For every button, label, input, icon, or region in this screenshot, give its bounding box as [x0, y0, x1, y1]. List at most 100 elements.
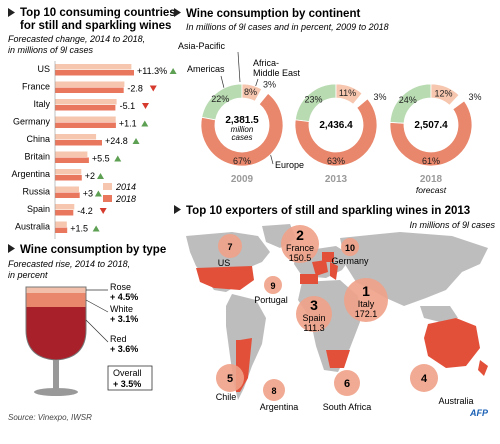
type-value: + 3.6% — [110, 344, 138, 354]
donut-slice-label: 61% — [422, 156, 440, 166]
label-africa-line1: Africa- — [253, 58, 279, 68]
country-label: China — [26, 134, 50, 144]
bar-2018 — [55, 140, 102, 146]
bubble-country: Germany — [331, 256, 369, 266]
bar-2018 — [55, 210, 74, 216]
change-label: -4.2 — [77, 206, 93, 216]
type-title: Wine consumption by type — [20, 244, 166, 256]
leader-line — [220, 75, 225, 89]
donut-year: 2013 — [325, 174, 348, 185]
type-name: Rose — [110, 282, 131, 292]
top10-subtitle-line2: in millions of 9l cases — [8, 45, 94, 55]
legend-label-2018: 2018 — [115, 194, 136, 204]
bar-2014 — [55, 204, 75, 210]
bubble-south-africa — [334, 370, 360, 396]
top10-bar-chart: US +11.3% France -2.8 Italy -5.1 Germany +1.1 Ch… — [11, 61, 177, 239]
country-label: Italy — [33, 99, 50, 109]
france-highlight — [312, 260, 328, 276]
donut-slice-label: 3% — [373, 92, 386, 102]
up-arrow-icon — [92, 225, 100, 232]
top10-title-line2: for still and sparkling wines — [20, 20, 171, 32]
change-label: -5.1 — [120, 101, 136, 111]
glass-base — [34, 388, 78, 396]
bubble-chile — [216, 364, 244, 392]
donut-slice-label: 3% — [468, 92, 481, 102]
bar-2018 — [55, 157, 89, 163]
donut-slice-label: 23% — [304, 95, 322, 105]
afp-logo: AFP — [469, 408, 489, 418]
bubble-australia — [410, 364, 438, 392]
change-label: +5.5 — [92, 154, 110, 164]
donut-slice-label: 24% — [399, 95, 417, 105]
change-label: +1.5 — [70, 224, 88, 234]
bubble-france — [281, 225, 319, 263]
change-label: +3 — [83, 189, 93, 199]
donut-slice-label: 3% — [263, 80, 276, 90]
bubble-country: Italy — [358, 299, 375, 309]
bubble-spain — [296, 296, 332, 332]
country-label: Germany — [13, 117, 51, 127]
bubble-country: Australia — [438, 396, 473, 406]
bubble-rank: 4 — [421, 373, 428, 385]
italy-highlight — [330, 262, 338, 280]
change-label: +24.8 — [105, 136, 128, 146]
indonesia-land — [420, 306, 458, 322]
label-americas: Americas — [187, 64, 225, 74]
overall-label: Overall — [113, 368, 142, 378]
bar-2014 — [55, 99, 117, 105]
bubble-rank: 9 — [270, 281, 275, 291]
glass-stem — [53, 360, 59, 390]
up-arrow-icon — [132, 138, 140, 144]
donut-slice-label: 63% — [327, 156, 345, 166]
continent-title: Wine consumption by continent — [186, 8, 360, 20]
top10-subtitle-line1: Forecasted change, 2014 to 2018, — [8, 34, 145, 44]
type-subtitle-line2: in percent — [8, 270, 48, 280]
up-arrow-icon — [97, 173, 105, 179]
red-layer — [26, 307, 86, 360]
country-label: US — [37, 64, 50, 74]
bar-2014 — [55, 64, 132, 70]
bubble-country: Spain — [302, 313, 325, 323]
section-marker-icon — [8, 8, 15, 17]
bar-2018 — [55, 227, 68, 233]
exporters-section: Top 10 exporters of still and sparkling … — [174, 205, 495, 412]
donut-total: 2,381.5 — [225, 115, 259, 126]
type-name: Red — [110, 334, 127, 344]
donut-total: 2,507.4 — [414, 120, 448, 131]
bar-2014 — [55, 186, 79, 192]
bubble-country: France — [286, 243, 314, 253]
glass-bowl — [25, 286, 87, 361]
legend-swatch-2018 — [103, 195, 112, 202]
bar-2018 — [55, 70, 134, 76]
up-arrow-icon — [141, 120, 149, 127]
top10-section: Top 10 consuming countries for still and… — [8, 7, 177, 239]
us-highlight — [196, 266, 254, 290]
section-marker-icon — [174, 205, 181, 214]
bubble-italy — [344, 278, 388, 322]
bar-2014 — [55, 151, 88, 157]
bubble-rank: 6 — [344, 378, 350, 390]
bar-2014 — [55, 116, 116, 122]
type-subtitle-line1: Forecasted rise, 2014 to 2018, — [8, 259, 130, 269]
bubble-rank: 10 — [345, 243, 355, 253]
type-section: Wine consumption by type Forecasted rise… — [8, 244, 166, 396]
bar-2018 — [55, 87, 124, 93]
bar-2014 — [55, 169, 82, 175]
bubble-country: South Africa — [323, 402, 372, 412]
donut-slice-label: 22% — [211, 94, 229, 104]
down-arrow-icon — [99, 208, 107, 214]
bubble-rank: 8 — [271, 386, 276, 396]
bar-2014 — [55, 134, 97, 140]
bubble-rank: 1 — [362, 283, 370, 299]
legend-swatch-2014 — [103, 183, 112, 190]
exporters-title: Top 10 exporters of still and sparkling … — [186, 205, 470, 217]
up-arrow-icon — [169, 68, 177, 74]
overall-value: + 3.5% — [113, 379, 141, 389]
top10-title-line1: Top 10 consuming countries — [20, 7, 176, 19]
south-africa-highlight — [326, 350, 350, 368]
country-label: Britain — [24, 152, 50, 162]
section-marker-icon — [8, 244, 15, 253]
